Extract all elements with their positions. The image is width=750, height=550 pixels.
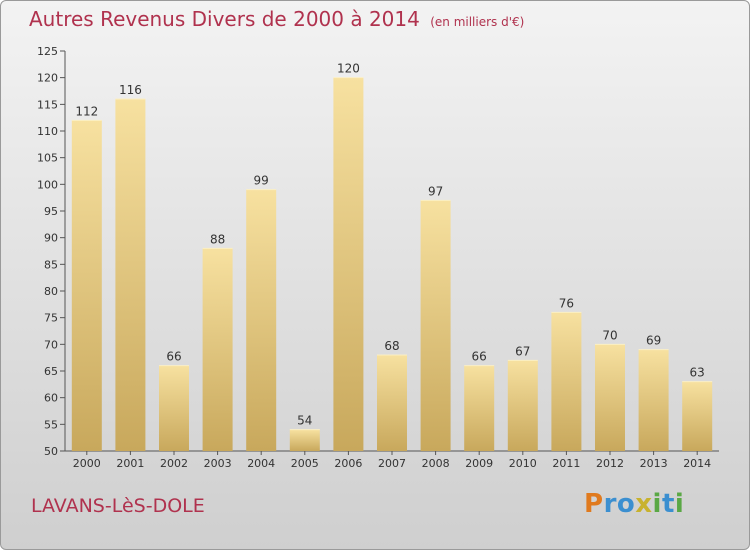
data-label: 54 [297,414,312,428]
x-tick-label: 2012 [596,457,624,470]
proxiti-logo: Proxiti [584,489,684,519]
data-label: 97 [428,184,443,198]
bar [115,99,146,451]
data-label: 63 [690,366,705,380]
x-tick-label: 2010 [509,457,537,470]
bar [638,349,669,451]
y-tick-label: 100 [37,178,58,191]
bar [159,365,189,451]
logo-letter: t [661,489,675,519]
x-tick-label: 2003 [204,457,232,470]
logo-letter: o [616,489,636,519]
logo-letter: x [635,489,653,519]
x-tick-label: 2008 [422,457,450,470]
y-tick-label: 90 [44,232,58,245]
y-tick-label: 70 [44,338,58,351]
y-tick-label: 95 [44,205,58,218]
x-tick-label: 2013 [640,457,668,470]
bar [682,381,713,451]
bar [420,200,451,451]
chart-title: Autres Revenus Divers de 2000 à 2014 (en… [29,7,524,31]
y-tick-label: 125 [37,45,58,58]
y-tick-label: 80 [44,285,58,298]
data-label: 66 [472,350,487,364]
y-tick-label: 50 [44,445,58,458]
bar [507,360,538,451]
y-tick-label: 55 [44,418,58,431]
x-tick-label: 2002 [160,457,188,470]
data-label: 120 [337,62,360,76]
title-unit: (en milliers d'€) [430,15,525,29]
y-tick-label: 75 [44,312,58,325]
x-tick-label: 2000 [73,457,101,470]
bar [202,248,233,451]
data-label: 88 [210,232,225,246]
data-label: 99 [254,174,269,188]
y-tick-label: 65 [44,365,58,378]
x-tick-label: 2011 [552,457,580,470]
bar [464,365,495,451]
x-tick-label: 2001 [116,457,144,470]
title-text: Autres Revenus Divers de 2000 à 2014 [29,7,420,31]
data-label: 67 [515,344,530,358]
x-tick-label: 2004 [247,457,275,470]
data-label: 68 [384,339,399,353]
bar [551,312,582,451]
y-tick-label: 60 [44,392,58,405]
data-label: 116 [119,83,142,97]
bar [595,344,625,451]
data-label: 69 [646,334,661,348]
x-tick-label: 2009 [465,457,493,470]
data-label: 112 [75,104,98,118]
y-tick-label: 120 [37,72,58,85]
data-label: 66 [166,350,181,364]
logo-letter: i [652,489,662,519]
bar [289,429,320,451]
data-label: 70 [602,328,617,342]
bar [333,77,364,452]
logo-letter: i [674,489,685,519]
x-tick-label: 2014 [683,457,711,470]
y-tick-label: 110 [37,125,58,138]
place-name: LAVANS-LèS-DOLE [31,495,205,517]
bar [71,120,102,451]
x-tick-label: 2007 [378,457,406,470]
x-tick-label: 2005 [291,457,319,470]
bar [377,355,407,451]
y-tick-label: 85 [44,258,58,271]
x-tick-label: 2006 [334,457,362,470]
y-tick-label: 105 [37,152,58,165]
logo-letter: P [584,489,604,519]
data-label: 76 [559,296,574,310]
y-tick-label: 115 [37,98,58,111]
logo-letter: r [603,489,617,519]
bar [246,189,277,451]
